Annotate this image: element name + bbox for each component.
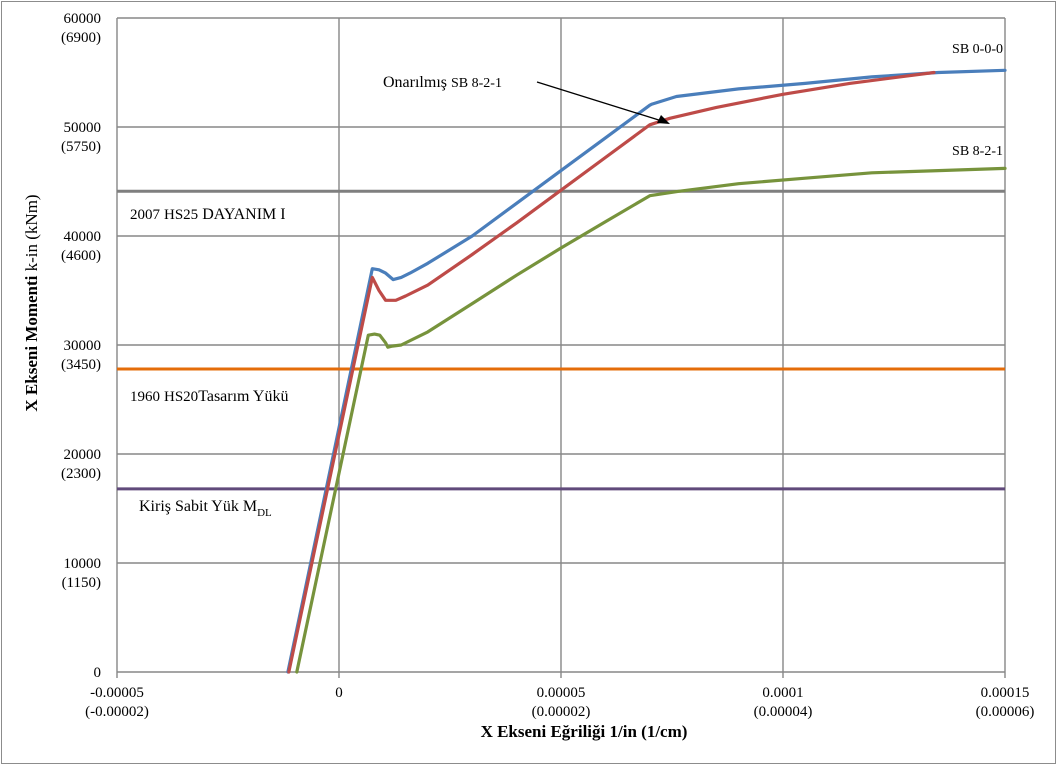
y-tick-sublabel: (4600)	[61, 248, 101, 264]
x-tick-label: 0	[335, 685, 343, 701]
series-line	[287, 70, 936, 674]
y-tick-label: 0	[94, 665, 102, 681]
grid-layer	[116, 17, 1006, 678]
x-tick-sublabel: (0.00006)	[976, 704, 1035, 720]
x-axis-title: X Ekseni Eğriliği 1/in (1/cm)	[481, 722, 688, 741]
annotation-arrow-head	[657, 115, 670, 124]
y-tick-label: 30000	[64, 338, 102, 354]
x-tick-label: 0.00005	[537, 685, 586, 701]
y-tick-label: 40000	[64, 229, 102, 245]
y-tick-label: 60000	[64, 11, 102, 27]
series-line	[295, 166, 1007, 674]
x-tick-label: -0.00005	[90, 685, 144, 701]
y-tick-sublabel: (6900)	[61, 30, 101, 46]
tick-labels: 0 10000 (1150) 20000 (2300) 30000 (3450) 40000 (…	[61, 11, 1034, 720]
y-tick-sublabel: (1150)	[62, 575, 101, 591]
series-label-sb000: SB 0-0-0	[952, 42, 1003, 57]
y-tick-sublabel: (2300)	[61, 466, 101, 482]
y-axis-title: X Ekseni Momenti k-in (kNm)	[22, 194, 41, 411]
x-tick-sublabel: (0.00002)	[532, 704, 591, 720]
y-tick-sublabel: (3450)	[61, 357, 101, 373]
series-label-sb821: SB 8-2-1	[952, 144, 1003, 159]
hs20-label: 1960 HS20Tasarım Yükü	[130, 388, 288, 405]
y-tick-label: 10000	[64, 556, 102, 572]
series-label-onarilmis: Onarılmış SB 8-2-1	[383, 74, 502, 91]
series-lines	[286, 68, 1007, 674]
x-tick-label: 0.0001	[762, 685, 803, 701]
hs25-label: 2007 HS25 DAYANIM I	[130, 206, 286, 223]
x-tick-label: 0.00015	[981, 685, 1030, 701]
annotation-arrow-line	[536, 81, 663, 122]
y-tick-label: 20000	[64, 447, 102, 463]
y-tick-sublabel: (5750)	[61, 139, 101, 155]
x-tick-sublabel: (0.00004)	[754, 704, 813, 720]
x-tick-sublabel: (-0.00002)	[85, 704, 149, 720]
series-line	[286, 68, 1007, 674]
y-tick-label: 50000	[64, 120, 102, 136]
mdl-label: Kiriş Sabit Yük MDL	[139, 498, 272, 519]
